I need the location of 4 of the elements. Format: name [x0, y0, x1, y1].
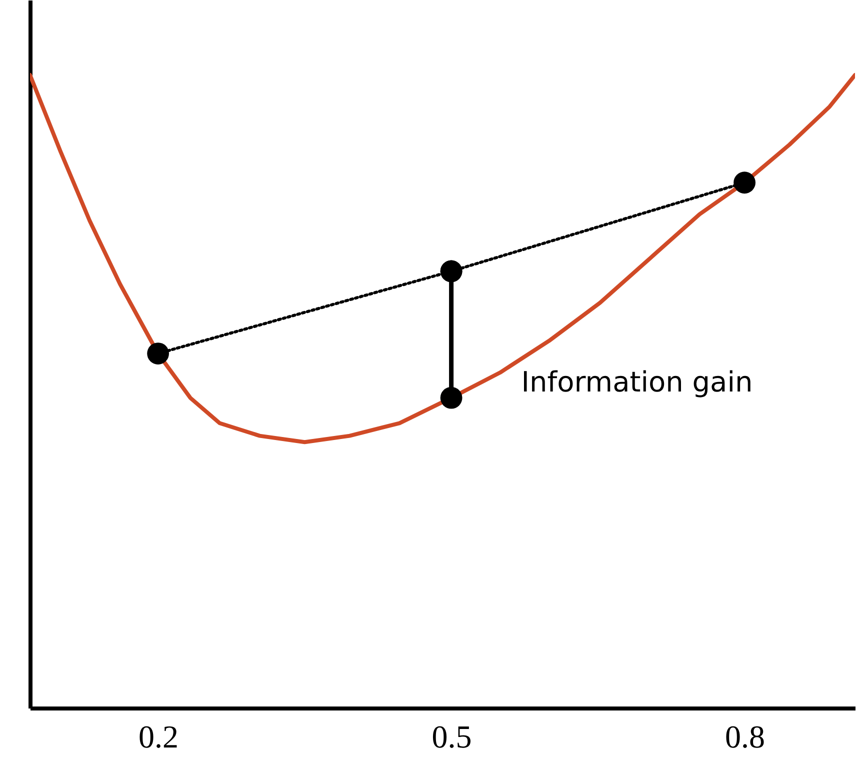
x-tick-label: 0.2 [138, 718, 179, 754]
x-tick-label: 0.5 [432, 718, 472, 754]
annotation: Information gain [521, 366, 753, 398]
x-tick-label: 0.8 [725, 718, 766, 754]
